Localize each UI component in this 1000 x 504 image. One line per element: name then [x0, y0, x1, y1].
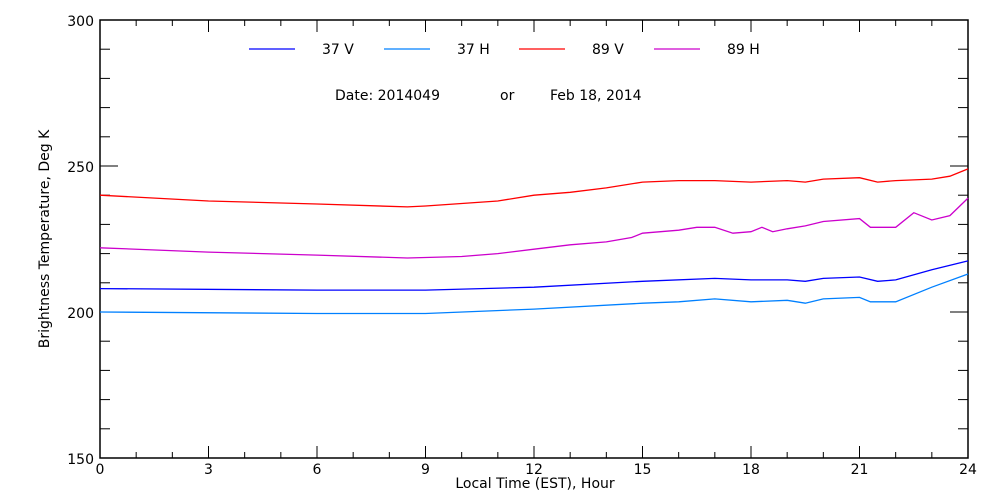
x-tick-label: 21: [851, 462, 869, 478]
legend-label: 37 V: [322, 42, 354, 58]
x-axis-label: Local Time (EST), Hour: [455, 476, 615, 492]
x-tick-label: 15: [634, 462, 652, 478]
x-tick-label: 3: [204, 462, 213, 478]
y-tick-label: 150: [67, 452, 94, 468]
legend-label: 89 H: [727, 42, 760, 58]
x-tick-label: 0: [96, 462, 105, 478]
x-tick-label: 24: [959, 462, 977, 478]
or-label: or: [500, 88, 515, 104]
series-line-37-h: [99, 273, 969, 315]
date-text: Feb 18, 2014: [550, 88, 642, 104]
legend-label: 37 H: [457, 42, 490, 58]
series-lines: [99, 168, 969, 315]
y-axis-label: Brightness Temperature, Deg K: [37, 129, 53, 348]
series-line-89-h: [99, 197, 969, 259]
y-tick-label: 250: [67, 160, 94, 176]
legend-label: 89 V: [592, 42, 624, 58]
y-tick-label: 300: [67, 14, 94, 30]
series-line-89-v: [99, 168, 969, 208]
x-tick-label: 18: [742, 462, 760, 478]
series-line-37-v: [99, 260, 969, 291]
x-tick-label: 6: [313, 462, 322, 478]
x-tick-label: 12: [525, 462, 543, 478]
y-tick-label: 200: [67, 306, 94, 322]
legend: 37 V 37 H 89 V 89 H: [249, 42, 760, 58]
x-tick-label: 9: [421, 462, 430, 478]
plot-frame: [99, 19, 969, 459]
date-label: Date: 2014049: [335, 88, 440, 104]
axes: 0 3 6 9 12 15 18 21 24 150 200 250 300: [67, 14, 977, 478]
